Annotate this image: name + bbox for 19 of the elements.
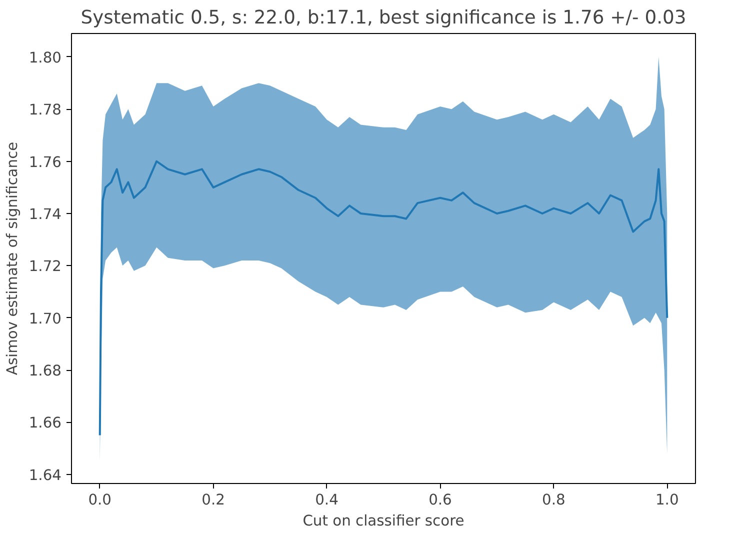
y-tick-label: 1.72 <box>28 258 62 276</box>
y-tick-label: 1.76 <box>28 154 62 171</box>
x-tick-label: 1.0 <box>655 492 679 508</box>
y-tick-label: 1.70 <box>28 310 62 328</box>
x-tick-label: 0.2 <box>202 492 225 508</box>
x-tick-label: 0.4 <box>315 492 338 508</box>
x-tick-label: 0.6 <box>428 492 452 508</box>
y-tick-label: 1.66 <box>28 414 62 432</box>
y-tick-label: 1.68 <box>28 362 62 380</box>
y-axis-title: Asimov estimate of significance <box>4 142 21 376</box>
x-tick-label: 0.8 <box>542 492 566 508</box>
chart-title: Systematic 0.5, s: 22.0, b:17.1, best significance is 1.76 +/- 0.03 <box>80 8 686 28</box>
y-tick-label: 1.80 <box>28 49 62 66</box>
y-tick-label: 1.64 <box>28 466 62 484</box>
y-tick-label: 1.74 <box>28 206 62 223</box>
x-tick-label: 0.0 <box>88 492 112 508</box>
x-axis-title: Cut on classifier score <box>302 512 464 530</box>
y-tick-label: 1.78 <box>28 102 62 119</box>
line-series <box>98 160 668 436</box>
